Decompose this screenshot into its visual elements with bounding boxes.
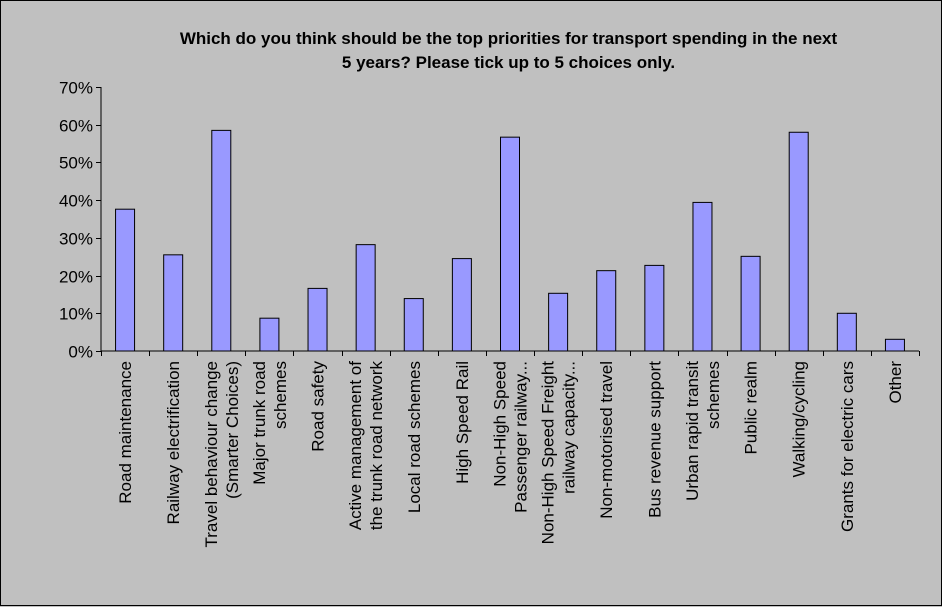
- x-tick-label-line: Road maintenance: [116, 361, 135, 504]
- x-tick-label: Non-High Speed Freight railway capacity..…: [539, 361, 579, 545]
- x-tick-label: Local road schemes: [405, 361, 424, 513]
- bar: [163, 254, 184, 352]
- x-tick-label: High Speed Rail: [453, 361, 472, 484]
- x-tick-label-text: Road safety: [309, 361, 328, 452]
- bar: [644, 264, 665, 352]
- bar: [884, 338, 905, 352]
- y-tick-label: 30%: [59, 230, 93, 249]
- bar: [740, 255, 761, 352]
- bar: [259, 317, 280, 352]
- x-tick-label-line: Non-motorised travel: [597, 361, 616, 519]
- x-tick-label-text: Non-High Speed Freight railway capacity..…: [539, 361, 579, 545]
- bar: [692, 201, 713, 352]
- x-tick-label: Road maintenance: [116, 361, 135, 504]
- x-tick-label: Travel behaviour change (Smarter Choices): [202, 361, 242, 548]
- x-tick-label-line: Passenger railway...: [512, 361, 531, 513]
- x-tick-label-text: Travel behaviour change (Smarter Choices): [202, 361, 242, 548]
- x-tick-label: Public realm: [742, 361, 761, 455]
- chart-title-line-1: Which do you think should be the top pri…: [179, 29, 838, 48]
- bar: [788, 131, 809, 352]
- x-tick-label-text: Non-motorised travel: [597, 361, 616, 519]
- x-tick-label-line: Non-High Speed Freight: [539, 361, 558, 545]
- x-tick-label: Bus revenue support: [645, 361, 664, 518]
- y-tick-label: 0%: [68, 343, 93, 362]
- bar: [451, 258, 472, 352]
- y-tick-label: 70%: [59, 79, 93, 98]
- x-tick-label: Active management of the trunk road netwo…: [346, 361, 386, 531]
- bar: [836, 312, 857, 352]
- x-tick-label: Urban rapid transit schemes: [683, 361, 723, 501]
- x-tick-label-text: Bus revenue support: [645, 361, 664, 518]
- bar: [211, 129, 232, 352]
- x-tick-label-text: Railway electrification: [164, 361, 183, 524]
- y-tick-label: 50%: [59, 154, 93, 173]
- x-tick-label-line: Railway electrification: [164, 361, 183, 524]
- x-tick-label: Road safety: [309, 361, 328, 452]
- bar: [500, 136, 520, 352]
- x-tick-label: Non-motorised travel: [597, 361, 616, 519]
- x-tick-label-line: Public realm: [742, 361, 761, 455]
- x-tick-label-text: Major trunk road schemes: [250, 361, 290, 485]
- bar: [403, 298, 424, 352]
- x-tick-label-line: High Speed Rail: [453, 361, 472, 484]
- x-tick-label-text: Public realm: [742, 361, 761, 455]
- x-tick-label-line: Travel behaviour change: [202, 361, 221, 548]
- bar: [596, 270, 617, 352]
- x-tick-label-line: Other: [886, 361, 905, 404]
- x-tick-label-line: schemes: [704, 361, 723, 429]
- x-tick-label-line: Walking/cycling: [790, 361, 809, 478]
- y-tick-label: 60%: [59, 117, 93, 136]
- x-tick-label-line: Grants for electric cars: [838, 361, 857, 532]
- x-tick-label: Railway electrification: [164, 361, 183, 524]
- bar: [115, 208, 136, 352]
- x-tick-label: Other: [886, 361, 905, 404]
- x-tick-label-text: Walking/cycling: [790, 361, 809, 478]
- y-tick-label: 10%: [59, 305, 93, 324]
- bar: [355, 244, 376, 352]
- x-tick-label-line: Active management of: [346, 361, 365, 530]
- x-tick-label: Major trunk road schemes: [250, 361, 290, 485]
- y-tick-label: 40%: [59, 192, 93, 211]
- chart-title-line-2: 5 years? Please tick up to 5 choices onl…: [341, 53, 676, 72]
- x-tick-label-line: schemes: [271, 361, 290, 429]
- x-tick-label-line: Road safety: [309, 361, 328, 452]
- x-tick-label-text: Local road schemes: [405, 361, 424, 513]
- x-tick-label-line: the trunk road network: [367, 361, 386, 531]
- x-tick-label-line: Urban rapid transit: [683, 361, 702, 501]
- x-tick-label-line: Bus revenue support: [645, 361, 664, 518]
- chart-title: Which do you think should be the top pri…: [101, 27, 916, 75]
- x-tick-label-line: Non-High Speed: [491, 361, 510, 487]
- x-tick-label-text: Active management of the trunk road netwo…: [346, 361, 386, 531]
- x-tick-label-text: Urban rapid transit schemes: [683, 361, 723, 501]
- x-tick-label-text: Other: [886, 361, 905, 404]
- x-tick-label-line: Major trunk road: [250, 361, 269, 485]
- bar: [307, 287, 328, 352]
- x-tick-label: Non-High Speed Passenger railway...: [491, 361, 531, 513]
- x-tick-label: Walking/cycling: [790, 361, 809, 478]
- x-tick-label-line: railway capacity...: [560, 361, 579, 494]
- bar: [548, 292, 569, 352]
- x-tick-label-text: Non-High Speed Passenger railway...: [491, 361, 531, 513]
- y-tick-label: 20%: [59, 268, 93, 287]
- x-tick-label-line: Local road schemes: [405, 361, 424, 513]
- x-tick-label-text: Grants for electric cars: [838, 361, 857, 532]
- x-tick-label-line: (Smarter Choices): [223, 361, 242, 499]
- x-tick-label-text: High Speed Rail: [453, 361, 472, 484]
- x-tick-label: Grants for electric cars: [838, 361, 857, 532]
- x-tick-label-text: Road maintenance: [116, 361, 135, 504]
